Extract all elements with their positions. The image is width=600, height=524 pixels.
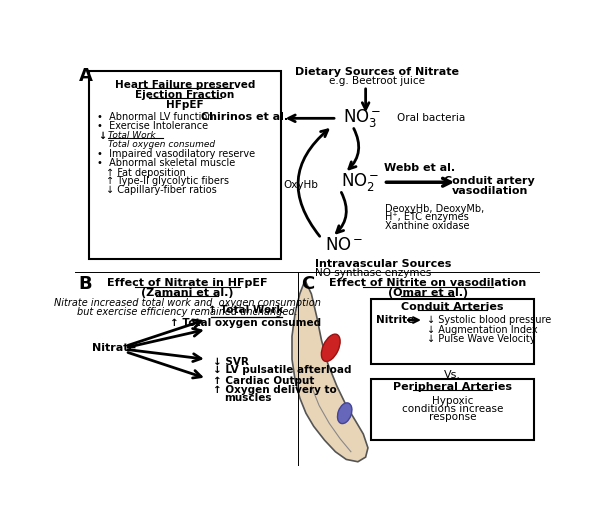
Text: Nitrite: Nitrite: [376, 315, 414, 325]
Text: $\mathrm{NO^-}$: $\mathrm{NO^-}$: [325, 236, 364, 254]
Text: B: B: [79, 275, 92, 292]
Text: Intravascular Sources: Intravascular Sources: [315, 259, 452, 269]
Text: ↑ Total oxygen consumed: ↑ Total oxygen consumed: [170, 318, 321, 328]
Ellipse shape: [337, 403, 352, 423]
Text: A: A: [79, 67, 93, 85]
Text: (Omar et al.): (Omar et al.): [388, 288, 467, 298]
Bar: [371, 378, 534, 440]
Text: C: C: [301, 275, 314, 292]
Text: ↓ Systolic blood pressure: ↓ Systolic blood pressure: [427, 315, 551, 325]
Text: H⁺, ETC enzymes: H⁺, ETC enzymes: [385, 212, 469, 222]
Text: muscles: muscles: [224, 393, 271, 403]
Text: Dietary Sources of Nitrate: Dietary Sources of Nitrate: [295, 67, 459, 77]
Text: Effect of Nitrate in HFpEF: Effect of Nitrate in HFpEF: [107, 278, 268, 289]
Text: Total Work: Total Work: [107, 130, 155, 139]
Text: DeoxyHb, DeoxyMb,: DeoxyHb, DeoxyMb,: [385, 204, 484, 214]
Text: $\mathrm{NO_3^-}$: $\mathrm{NO_3^-}$: [343, 107, 381, 129]
Text: response: response: [428, 412, 476, 422]
Text: ↓: ↓: [98, 130, 106, 140]
Text: Conduit Arteries: Conduit Arteries: [401, 302, 503, 312]
Text: Webb et al.: Webb et al.: [385, 163, 455, 173]
Text: Total oxygen consumed: Total oxygen consumed: [107, 140, 215, 149]
Text: ↑ Total Work: ↑ Total Work: [208, 304, 283, 315]
Text: Peripheral Arteries: Peripheral Arteries: [393, 381, 512, 391]
Text: ↓ Pulse Wave Velocity: ↓ Pulse Wave Velocity: [427, 334, 535, 344]
Text: ↓ LV pulsatile afterload: ↓ LV pulsatile afterload: [213, 366, 352, 376]
Text: •  Abnormal LV function: • Abnormal LV function: [97, 112, 213, 122]
Bar: [89, 71, 281, 259]
Text: •  Impaired vasodilatory reserve: • Impaired vasodilatory reserve: [97, 149, 255, 159]
Text: ↑ Oxygen delivery to: ↑ Oxygen delivery to: [213, 385, 337, 395]
Text: Nitrate increased total work and  oxygen consumption: Nitrate increased total work and oxygen …: [54, 299, 321, 309]
Text: Vs.: Vs.: [444, 370, 461, 380]
Text: Hypoxic: Hypoxic: [432, 396, 473, 406]
Text: ↓ Capillary-fiber ratios: ↓ Capillary-fiber ratios: [106, 184, 217, 194]
Text: Conduit artery: Conduit artery: [444, 176, 535, 186]
Ellipse shape: [322, 334, 340, 362]
Text: •  Abnormal skeletal muscle: • Abnormal skeletal muscle: [97, 158, 235, 168]
Text: vasodilation: vasodilation: [451, 186, 528, 196]
Text: •  Exercise Intolerance: • Exercise Intolerance: [97, 122, 208, 132]
Text: conditions increase: conditions increase: [402, 404, 503, 414]
Text: Chirinos et al.: Chirinos et al.: [201, 112, 288, 122]
Text: NO synthase enzymes: NO synthase enzymes: [315, 268, 431, 278]
Text: Xanthine oxidase: Xanthine oxidase: [385, 221, 470, 231]
Text: e.g. Beetroot juice: e.g. Beetroot juice: [329, 76, 425, 86]
Text: OxyHb: OxyHb: [283, 180, 318, 190]
Bar: [371, 299, 534, 364]
Text: but exercise efficiency remained unchanged.: but exercise efficiency remained unchang…: [77, 307, 298, 317]
Polygon shape: [292, 282, 368, 462]
Text: $\mathrm{NO_2^-}$: $\mathrm{NO_2^-}$: [341, 171, 379, 193]
Text: ↑ Type-II glycolytic fibers: ↑ Type-II glycolytic fibers: [106, 176, 229, 186]
Text: (Zamani et al.): (Zamani et al.): [141, 288, 233, 298]
Text: Heart Failure preserved: Heart Failure preserved: [115, 80, 255, 90]
Text: ↑ Fat deposition: ↑ Fat deposition: [106, 168, 186, 178]
Text: Nitrate: Nitrate: [92, 343, 136, 353]
Text: HFpEF: HFpEF: [166, 100, 204, 110]
Text: ↓ SVR: ↓ SVR: [213, 357, 249, 367]
Text: Ejection Fraction: Ejection Fraction: [136, 90, 235, 100]
Text: ↓ Augmentation Index: ↓ Augmentation Index: [427, 325, 538, 335]
Text: Effect of Nitrite on vasodilation: Effect of Nitrite on vasodilation: [329, 278, 526, 289]
Text: Oral bacteria: Oral bacteria: [397, 113, 465, 123]
Text: ↑ Cardiac Output: ↑ Cardiac Output: [213, 376, 314, 386]
